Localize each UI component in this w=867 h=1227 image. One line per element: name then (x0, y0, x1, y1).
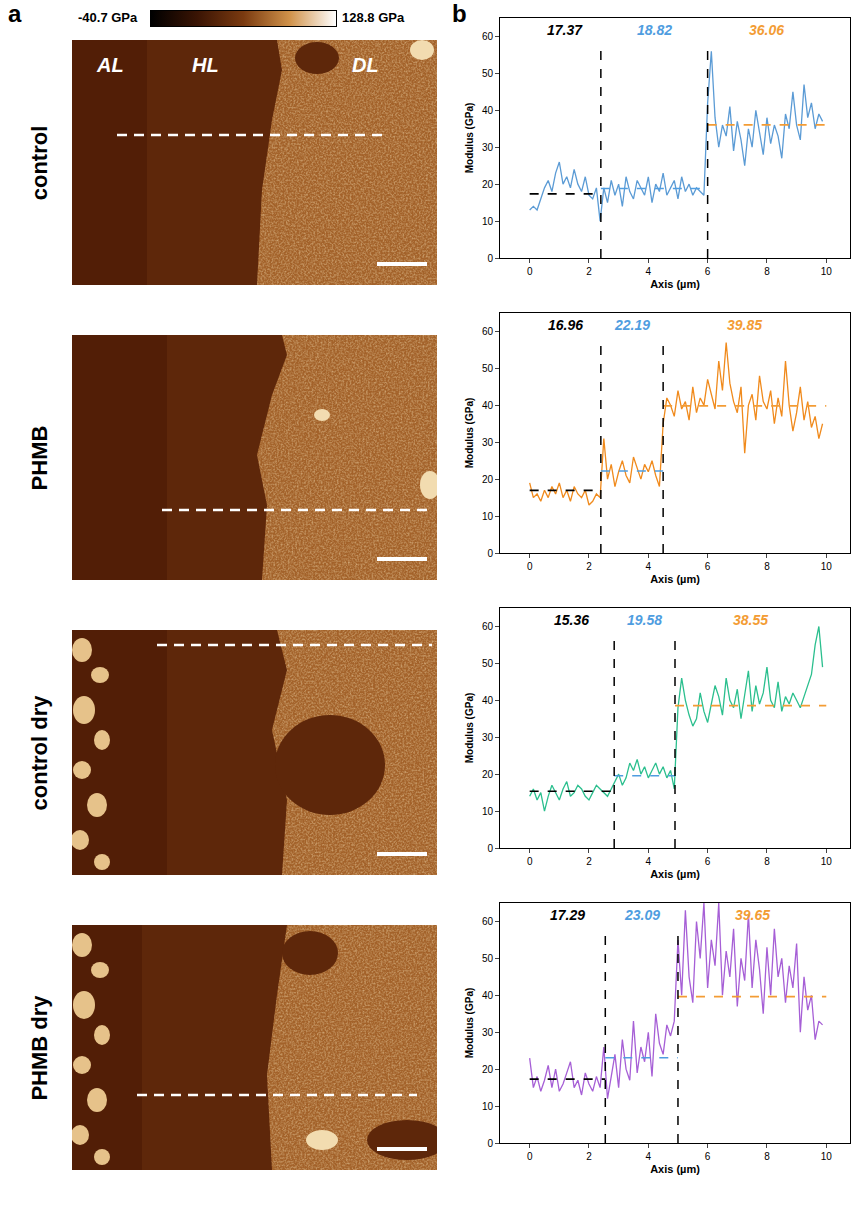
svg-text:Axis (µm): Axis (µm) (650, 868, 700, 880)
svg-text:38.55: 38.55 (733, 612, 768, 628)
svg-text:60: 60 (482, 916, 494, 927)
html-text:b: b (452, 0, 467, 27)
html-text:AL: AL (97, 54, 124, 76)
svg-text:19.58: 19.58 (627, 612, 662, 628)
svg-text:10: 10 (482, 806, 494, 817)
svg-text:0: 0 (527, 856, 533, 867)
html-text:a: a (8, 0, 22, 27)
svg-text:4: 4 (646, 1151, 652, 1162)
svg-text:2: 2 (586, 1151, 592, 1162)
svg-text:40: 40 (482, 105, 494, 116)
svg-text:0: 0 (527, 561, 533, 572)
svg-text:39.65: 39.65 (735, 907, 770, 923)
svg-text:36.06: 36.06 (749, 22, 784, 38)
svg-text:0: 0 (487, 548, 493, 559)
html-text:DL: DL (352, 54, 379, 76)
html-text:control dry: control dry (27, 695, 52, 810)
svg-text:10: 10 (482, 216, 494, 227)
svg-text:20: 20 (482, 179, 494, 190)
svg-text:30: 30 (482, 437, 494, 448)
svg-text:6: 6 (705, 856, 711, 867)
html-text:control: control (27, 125, 52, 200)
svg-text:60: 60 (482, 31, 494, 42)
svg-text:4: 4 (646, 266, 652, 277)
html-text:HL: HL (192, 54, 219, 76)
svg-text:Modulus (GPa): Modulus (GPa) (464, 693, 475, 764)
svg-text:30: 30 (482, 1027, 494, 1038)
svg-text:16.96: 16.96 (548, 317, 583, 333)
svg-text:0: 0 (487, 253, 493, 264)
svg-text:10: 10 (821, 856, 833, 867)
svg-text:8: 8 (764, 266, 770, 277)
svg-text:10: 10 (821, 561, 833, 572)
svg-text:60: 60 (482, 326, 494, 337)
svg-text:4: 4 (646, 856, 652, 867)
svg-text:2: 2 (586, 561, 592, 572)
svg-text:50: 50 (482, 953, 494, 964)
svg-text:10: 10 (482, 1101, 494, 1112)
svg-text:50: 50 (482, 68, 494, 79)
svg-text:20: 20 (482, 1064, 494, 1075)
svg-text:50: 50 (482, 363, 494, 374)
svg-text:10: 10 (821, 266, 833, 277)
svg-text:40: 40 (482, 990, 494, 1001)
svg-text:10: 10 (821, 1151, 833, 1162)
svg-text:8: 8 (764, 856, 770, 867)
svg-text:20: 20 (482, 769, 494, 780)
svg-text:18.82: 18.82 (637, 22, 672, 38)
svg-text:0: 0 (487, 1138, 493, 1149)
svg-text:40: 40 (482, 400, 494, 411)
svg-text:4: 4 (646, 561, 652, 572)
svg-text:2: 2 (586, 266, 592, 277)
svg-text:0: 0 (527, 266, 533, 277)
svg-text:15.36: 15.36 (554, 612, 589, 628)
svg-text:50: 50 (482, 658, 494, 669)
svg-text:2: 2 (586, 856, 592, 867)
svg-text:22.19: 22.19 (614, 317, 650, 333)
svg-text:17.29: 17.29 (550, 907, 585, 923)
svg-text:8: 8 (764, 1151, 770, 1162)
svg-text:Modulus (GPa): Modulus (GPa) (464, 988, 475, 1059)
svg-text:0: 0 (527, 1151, 533, 1162)
svg-text:39.85: 39.85 (727, 317, 762, 333)
svg-text:60: 60 (482, 621, 494, 632)
svg-text:6: 6 (705, 266, 711, 277)
svg-text:Modulus (GPa): Modulus (GPa) (464, 103, 475, 174)
html-text:-40.7 GPa: -40.7 GPa (78, 10, 138, 25)
svg-text:23.09: 23.09 (624, 907, 660, 923)
svg-text:6: 6 (705, 561, 711, 572)
svg-text:40: 40 (482, 695, 494, 706)
svg-text:17.37: 17.37 (547, 22, 583, 38)
svg-text:Modulus (GPa): Modulus (GPa) (464, 398, 475, 469)
svg-text:Axis (µm): Axis (µm) (650, 573, 700, 585)
svg-text:6: 6 (705, 1151, 711, 1162)
svg-text:Axis (µm): Axis (µm) (650, 1163, 700, 1175)
html-text:PHMB dry: PHMB dry (27, 994, 52, 1101)
svg-text:30: 30 (482, 142, 494, 153)
svg-text:20: 20 (482, 474, 494, 485)
svg-text:30: 30 (482, 732, 494, 743)
svg-text:Axis (µm): Axis (µm) (650, 278, 700, 290)
svg-text:10: 10 (482, 511, 494, 522)
html-text:128.8 GPa: 128.8 GPa (342, 10, 405, 25)
svg-text:0: 0 (487, 843, 493, 854)
html-text:PHMB: PHMB (27, 425, 52, 490)
svg-text:8: 8 (764, 561, 770, 572)
